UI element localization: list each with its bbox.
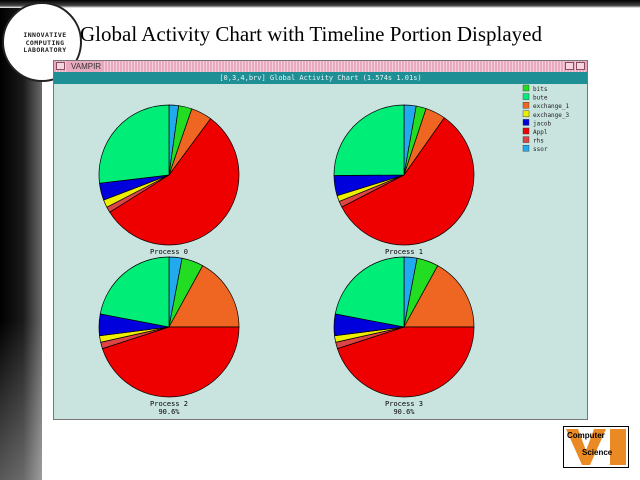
slide-title: Global Activity Chart with Timeline Port… [80,26,580,54]
pie-title: Process 3 [385,400,423,408]
slide-top-bar [0,0,640,8]
icl-logo-text: INNOVATIVE COMPUTING LABORATORY [23,31,67,54]
legend-swatch [522,102,530,109]
pie-subtitle: 90.6% [393,408,415,416]
pie-slice-appl [336,326,475,398]
slide-title-text: Global Activity Chart with Timeline Port… [80,26,542,46]
legend-label: bute [533,95,548,102]
pie-slice-exchange-1 [168,265,240,328]
legend-label: bits [533,86,548,93]
cs-logo-text-1: Computer [567,431,605,440]
legend-swatch [522,119,530,126]
pie-title: Process 2 [150,400,188,408]
legend-label: exchange_3 [533,112,570,119]
pie-slice-exchange-1 [403,265,475,328]
window-title: VAMPIR [68,61,105,72]
legend-label: jacob [533,120,551,127]
pie-title: Process 1 [385,248,423,256]
global-activity-chart[interactable]: Process 085.1%Process 190.6%Process 290.… [54,61,587,419]
chart-header: [0,3,4,brv] Global Activity Chart (1.574… [54,72,587,84]
cs-logo-bar [610,429,626,465]
legend-label: ssor [533,146,548,153]
legend-swatch [522,84,530,92]
legend-swatch [522,110,530,117]
pie-slice-bits [333,104,405,176]
pie-slice-bits [99,256,170,328]
window-menu-button[interactable] [56,62,65,70]
legend-label: rhs [533,138,544,145]
legend-label: exchange_1 [533,103,570,110]
pie-slice-appl [341,117,475,246]
window-titlebar[interactable]: VAMPIR [54,61,587,72]
pie-slice-appl [101,326,240,398]
legend-swatch [522,136,530,143]
maximize-button[interactable] [576,62,585,70]
cs-logo-text-2: Science [582,448,613,457]
pie-slice-appl [109,118,240,246]
vampir-window: VAMPIR [0,3,4,brv] Global Activity Chart… [53,60,588,420]
legend-swatch [522,127,530,135]
pie-title: Process 0 [150,248,188,256]
minimize-button[interactable] [565,62,574,70]
legend-label: Appl [533,129,548,136]
computer-science-logo: Computer Science [563,426,629,468]
legend-swatch [522,93,530,100]
pie-slice-bits [98,104,170,184]
slide-bottom-fade [0,320,54,480]
legend-swatch [522,144,530,152]
pie-subtitle: 90.6% [158,408,180,416]
pie-slice-bits [334,256,405,328]
